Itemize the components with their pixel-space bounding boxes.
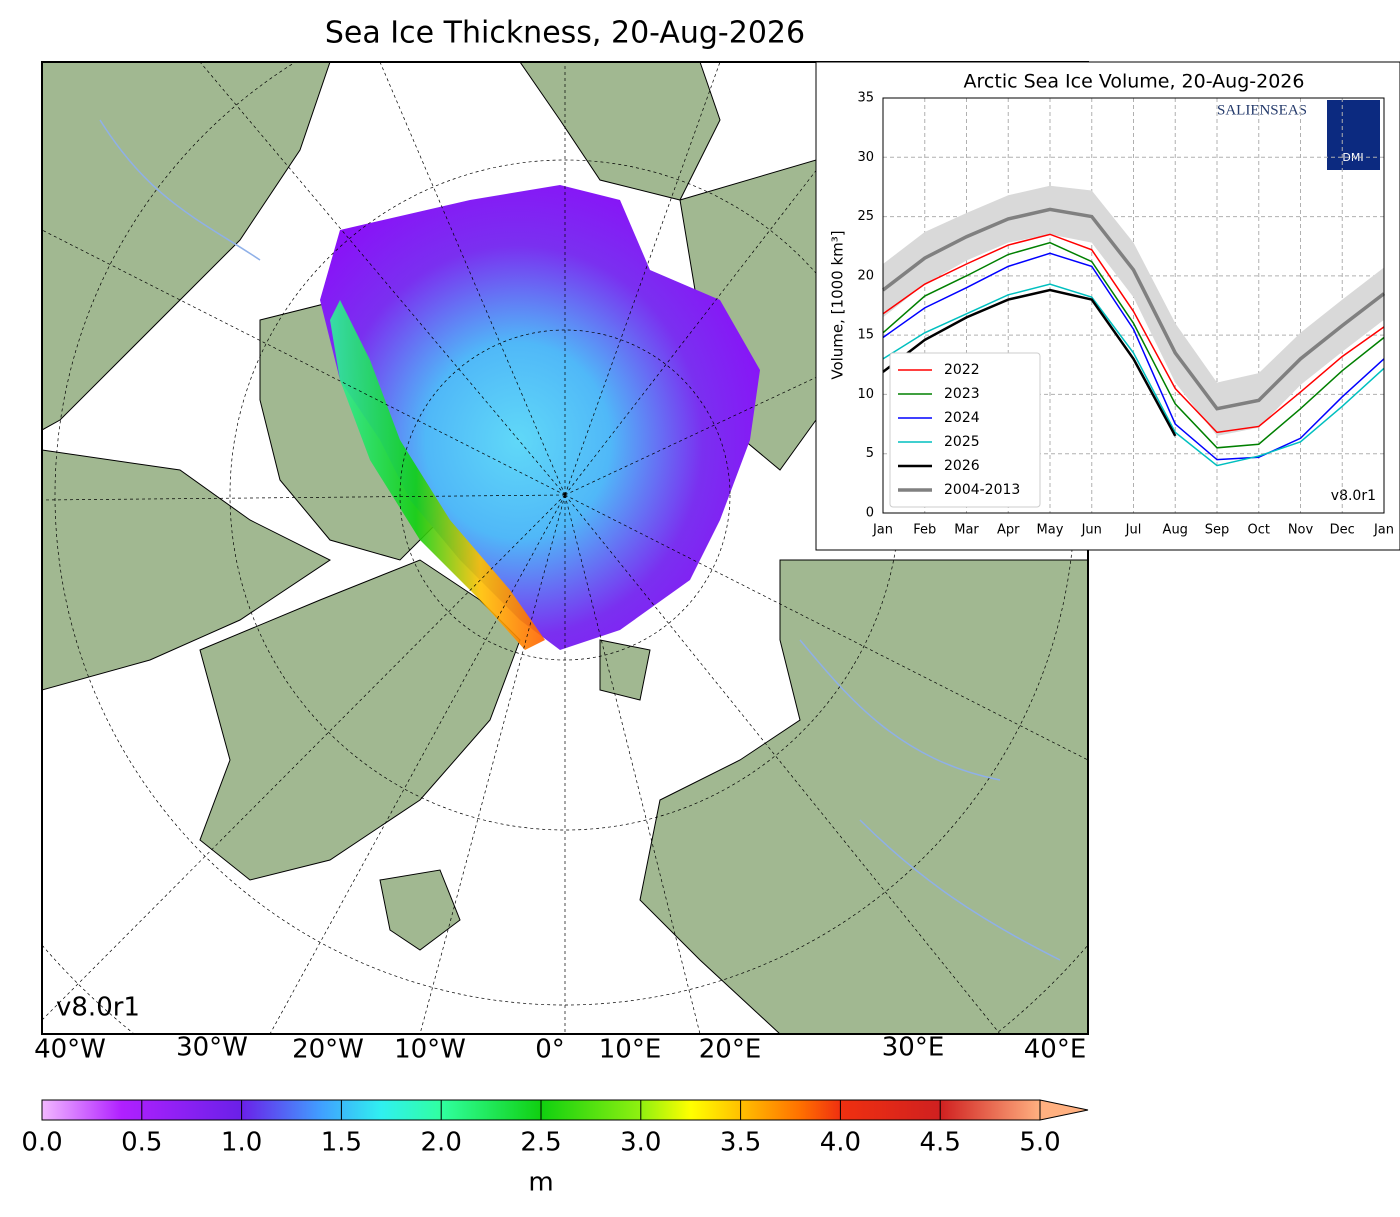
colorbar-tick-label: 3.5	[720, 1128, 761, 1158]
legend-label: 2022	[944, 362, 980, 378]
longitude-label: 10°E	[599, 1035, 662, 1065]
longitude-labels: 40°W 30°W 20°W 10°W 0° 10°E 20°E 30°E 40°E	[34, 1033, 1086, 1065]
inset-version: v8.0r1	[1331, 488, 1376, 504]
colorbar-tick-label: 2.5	[520, 1128, 561, 1158]
colorbar-tick-label: 5.0	[1019, 1128, 1060, 1158]
colorbar-tick-label: 1.0	[221, 1128, 262, 1158]
range-band	[883, 185, 1384, 436]
x-tick-label: Dec	[1330, 523, 1355, 538]
x-tick-label: Jan	[1373, 523, 1394, 538]
longitude-label: 40°E	[1024, 1035, 1087, 1065]
colorbar: m 0.0 0.5 1.0 1.5 2.0 2.5 3.0 3.5 4.0 4.5 5.0	[21, 1099, 1089, 1198]
x-tick-label: Nov	[1288, 523, 1314, 538]
series-line	[882, 252, 1385, 461]
longitude-label: 30°E	[882, 1033, 945, 1063]
y-tick-label: 20	[857, 268, 874, 283]
colorbar-tick-label: 0.0	[21, 1128, 62, 1158]
x-tick-label: Apr	[997, 523, 1020, 538]
colorbar-label: m	[528, 1168, 553, 1198]
colorbar-extend	[1039, 1099, 1089, 1121]
legend-label: 2023	[944, 386, 980, 402]
map-version: v8.0r1	[56, 993, 140, 1023]
land	[599, 639, 651, 701]
y-tick-label: 5	[866, 446, 874, 461]
x-tick-label: Oct	[1248, 523, 1270, 538]
legend	[889, 352, 1041, 508]
land	[42, 449, 331, 691]
legend-label: 2025	[944, 434, 980, 450]
y-tick-label: 35	[857, 91, 874, 106]
y-axis-label: Volume, [1000 km³]	[829, 230, 847, 379]
series-line	[882, 241, 1385, 449]
x-tick-label: Jan	[872, 523, 893, 538]
y-tick-label: 15	[857, 328, 874, 343]
inset-title: Arctic Sea Ice Volume, 20-Aug-2026	[964, 71, 1305, 93]
sea-ice	[320, 185, 760, 650]
colorbar-tick-label: 3.0	[620, 1128, 661, 1158]
series-line	[882, 288, 1177, 437]
legend-label: 2004-2013	[944, 482, 1020, 498]
longitude-label: 30°W	[176, 1033, 248, 1063]
map-title: Sea Ice Thickness, 20-Aug-2026	[325, 16, 805, 51]
series-line	[881, 207, 1386, 411]
x-tick-label: Jun	[1081, 523, 1102, 538]
land	[639, 559, 1088, 1034]
longitude-label: 0°	[535, 1035, 565, 1065]
x-tick-label: Aug	[1163, 523, 1188, 538]
x-tick-label: May	[1037, 523, 1064, 538]
land	[199, 559, 521, 881]
longitude-label: 20°W	[292, 1035, 364, 1065]
longitude-label: 40°W	[34, 1035, 106, 1065]
logo-salienseas: SALIENSEAS	[1217, 102, 1307, 118]
longitude-label: 10°W	[394, 1035, 466, 1065]
colorbar-tick-label: 4.0	[820, 1128, 861, 1158]
series-line	[882, 283, 1385, 467]
colorbar-tick-label: 2.0	[421, 1128, 462, 1158]
legend-label: 2026	[944, 458, 980, 474]
land	[42, 62, 331, 431]
colorbar-tick-label: 0.5	[121, 1128, 162, 1158]
series-line	[882, 233, 1385, 434]
x-tick-label: Mar	[954, 523, 979, 538]
plot-frame	[882, 97, 1385, 514]
colorbar-tick-label: 4.5	[920, 1128, 961, 1158]
legend-label: 2024	[944, 410, 980, 426]
y-tick-label: 0	[866, 506, 874, 521]
thick-ice	[330, 300, 545, 650]
y-tick-label: 25	[857, 209, 874, 224]
x-tick-label: Jul	[1125, 523, 1142, 538]
longitude-label: 20°E	[699, 1035, 762, 1065]
x-tick-label: Feb	[913, 523, 936, 538]
land	[379, 869, 461, 951]
colorbar-tick-label: 1.5	[321, 1128, 362, 1158]
y-tick-label: 10	[857, 387, 874, 402]
x-tick-label: Sep	[1205, 523, 1230, 538]
y-tick-label: 30	[857, 150, 874, 165]
